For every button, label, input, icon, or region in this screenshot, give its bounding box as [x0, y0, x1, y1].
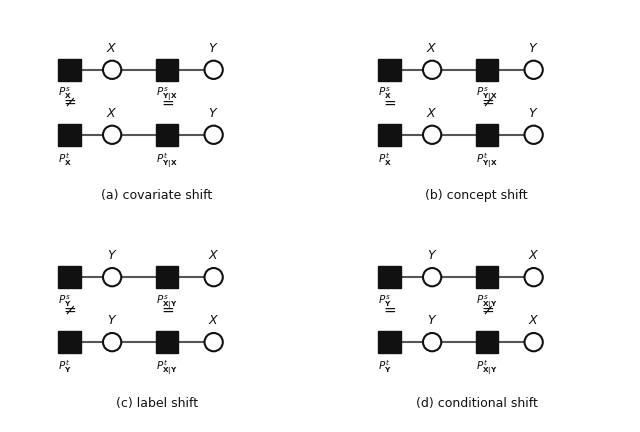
Text: $P^t_{\mathbf{X|Y}}$: $P^t_{\mathbf{X|Y}}$	[476, 359, 498, 377]
Bar	[58, 266, 81, 288]
Text: $P^t_{\mathbf{X}}$: $P^t_{\mathbf{X}}$	[378, 151, 392, 168]
Text: $\mathit{X}$: $\mathit{X}$	[106, 107, 118, 120]
Text: $\neq$: $\neq$	[61, 302, 77, 317]
Circle shape	[525, 126, 543, 144]
Circle shape	[525, 333, 543, 351]
Text: $\mathit{Y}$: $\mathit{Y}$	[529, 107, 539, 120]
Bar	[156, 124, 178, 146]
Circle shape	[525, 60, 543, 79]
Circle shape	[103, 333, 121, 351]
Circle shape	[423, 333, 441, 351]
Text: $\mathit{Y}$: $\mathit{Y}$	[107, 249, 117, 262]
Bar	[156, 331, 178, 353]
Text: $P^t_{\mathbf{Y|X}}$: $P^t_{\mathbf{Y|X}}$	[476, 151, 497, 170]
Text: $P^s_{\mathbf{Y}}$: $P^s_{\mathbf{Y}}$	[378, 293, 392, 309]
Text: $\mathit{Y}$: $\mathit{Y}$	[427, 314, 437, 327]
Text: $P^t_{\mathbf{Y}}$: $P^t_{\mathbf{Y}}$	[58, 359, 72, 375]
Circle shape	[423, 268, 441, 286]
Text: $\neq$: $\neq$	[61, 95, 77, 110]
Text: $\mathit{Y}$: $\mathit{Y}$	[427, 249, 437, 262]
Text: $P^s_{\mathbf{X|Y}}$: $P^s_{\mathbf{X|Y}}$	[156, 293, 178, 311]
Text: (a) covariate shift: (a) covariate shift	[101, 189, 212, 202]
Text: $P^t_{\mathbf{Y}}$: $P^t_{\mathbf{Y}}$	[378, 359, 392, 375]
Text: $\mathit{X}$: $\mathit{X}$	[208, 249, 220, 262]
Circle shape	[205, 268, 223, 286]
Circle shape	[205, 126, 223, 144]
Bar	[378, 124, 401, 146]
Circle shape	[205, 333, 223, 351]
Bar	[58, 59, 81, 81]
Text: $P^t_{\mathbf{X}}$: $P^t_{\mathbf{X}}$	[58, 151, 72, 168]
Text: $=$: $=$	[381, 95, 397, 110]
Text: $\mathit{Y}$: $\mathit{Y}$	[529, 41, 539, 54]
Circle shape	[525, 268, 543, 286]
Bar	[476, 266, 498, 288]
Text: $P^s_{\mathbf{Y|X}}$: $P^s_{\mathbf{Y|X}}$	[476, 86, 497, 103]
Text: $\mathit{X}$: $\mathit{X}$	[208, 314, 220, 327]
Text: $P^s_{\mathbf{X}}$: $P^s_{\mathbf{X}}$	[378, 86, 392, 102]
Text: $P^s_{\mathbf{X}}$: $P^s_{\mathbf{X}}$	[58, 86, 72, 102]
Circle shape	[103, 60, 121, 79]
Text: $=$: $=$	[159, 302, 175, 317]
Text: $=$: $=$	[381, 302, 397, 317]
Text: $=$: $=$	[159, 95, 175, 110]
Text: $\mathit{Y}$: $\mathit{Y}$	[209, 107, 219, 120]
Bar	[476, 124, 498, 146]
Text: $\mathit{X}$: $\mathit{X}$	[106, 41, 118, 54]
Text: $\mathit{X}$: $\mathit{X}$	[528, 249, 540, 262]
Text: $P^s_{\mathbf{X|Y}}$: $P^s_{\mathbf{X|Y}}$	[476, 293, 498, 311]
Text: $\mathit{Y}$: $\mathit{Y}$	[107, 314, 117, 327]
Text: $\mathit{X}$: $\mathit{X}$	[528, 314, 540, 327]
Text: (b) concept shift: (b) concept shift	[426, 189, 528, 202]
Bar	[476, 331, 498, 353]
Circle shape	[423, 126, 441, 144]
Bar	[156, 266, 178, 288]
Circle shape	[423, 60, 441, 79]
Circle shape	[103, 126, 121, 144]
Text: $\neq$: $\neq$	[479, 302, 495, 317]
Bar	[476, 59, 498, 81]
Circle shape	[103, 268, 121, 286]
Text: $\mathit{X}$: $\mathit{X}$	[426, 41, 438, 54]
Bar	[58, 331, 81, 353]
Bar	[58, 124, 81, 146]
Text: $P^t_{\mathbf{X|Y}}$: $P^t_{\mathbf{X|Y}}$	[156, 359, 178, 377]
Text: $\mathit{Y}$: $\mathit{Y}$	[209, 41, 219, 54]
Circle shape	[205, 60, 223, 79]
Text: $P^s_{\mathbf{Y}}$: $P^s_{\mathbf{Y}}$	[58, 293, 72, 309]
Text: $P^s_{\mathbf{Y|X}}$: $P^s_{\mathbf{Y|X}}$	[156, 86, 177, 103]
Bar	[156, 59, 178, 81]
Text: $\neq$: $\neq$	[479, 95, 495, 110]
Bar	[378, 331, 401, 353]
Text: $\mathit{X}$: $\mathit{X}$	[426, 107, 438, 120]
Text: $P^t_{\mathbf{Y|X}}$: $P^t_{\mathbf{Y|X}}$	[156, 151, 177, 170]
Text: (c) label shift: (c) label shift	[116, 397, 198, 410]
Bar	[378, 266, 401, 288]
Text: (d) conditional shift: (d) conditional shift	[416, 397, 538, 410]
Bar	[378, 59, 401, 81]
